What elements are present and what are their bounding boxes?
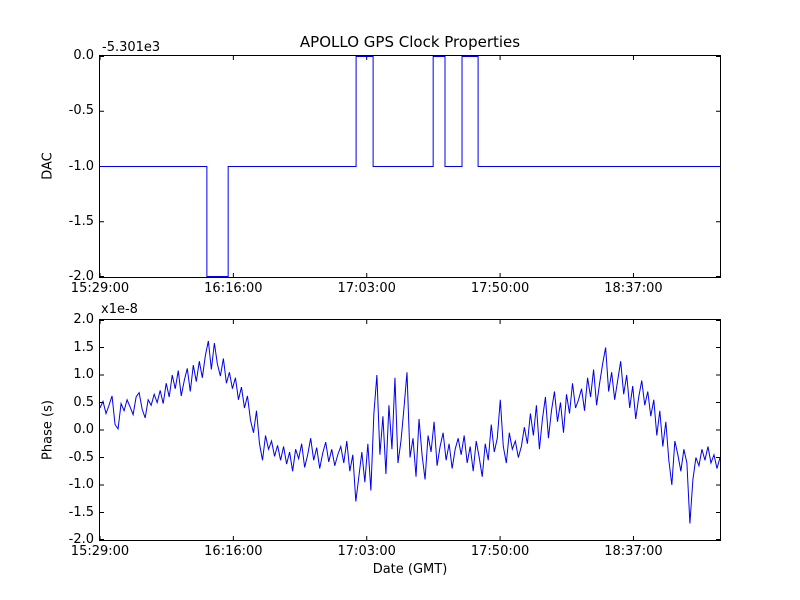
dac-xtick-label: 16:16:00 [204, 281, 263, 296]
dac-subplot [99, 55, 721, 278]
phase-ytick-label: 2.0 [73, 312, 94, 327]
dac-ytick-label: 0.0 [73, 48, 94, 63]
chart-title: APOLLO GPS Clock Properties [299, 33, 521, 51]
dac-ytick-label: -2.0 [68, 269, 94, 284]
phase-ytick-label: -0.5 [68, 449, 94, 465]
phase-xtick-label: 15:29:00 [70, 544, 130, 559]
dac-xtick-label: 17:50:00 [470, 281, 530, 296]
phase-ytick-label: 0.5 [73, 394, 94, 410]
dac-plot-canvas [100, 56, 720, 277]
phase-plot-canvas [100, 320, 720, 540]
dac-axis-offset-text: -5.301e3 [102, 40, 161, 55]
phase-ytick-label: 1.0 [73, 367, 94, 382]
phase-xtick-label: 16:16:00 [204, 544, 263, 559]
dac-ytick-label: -1.5 [68, 213, 94, 229]
phase-ytick-label: 1.5 [73, 339, 94, 355]
phase-axis-multiplier-text: x1e-8 [101, 302, 138, 317]
phase-ytick-label: 0.0 [73, 422, 94, 437]
dac-ytick-label: -0.5 [68, 103, 94, 119]
phase-xtick-label: 17:03:00 [337, 544, 396, 559]
phase-xtick-label: 17:50:00 [470, 544, 530, 559]
dac-xtick-label: 17:03:00 [337, 281, 396, 296]
phase-xtick-label: 18:37:00 [604, 544, 663, 559]
x-axis-label: Date (GMT) [372, 562, 448, 577]
phase-subplot [99, 319, 721, 541]
phase-ytick-label: -2.0 [68, 532, 94, 547]
dac-xtick-label: 15:29:00 [70, 281, 130, 296]
phase-ytick-label: -1.5 [68, 504, 94, 520]
dac-ytick-label: -1.0 [68, 158, 94, 174]
data-line [100, 56, 720, 277]
data-line [100, 340, 720, 524]
dac-xtick-label: 18:37:00 [604, 281, 663, 296]
phase-ytick-label: -1.0 [68, 477, 94, 492]
